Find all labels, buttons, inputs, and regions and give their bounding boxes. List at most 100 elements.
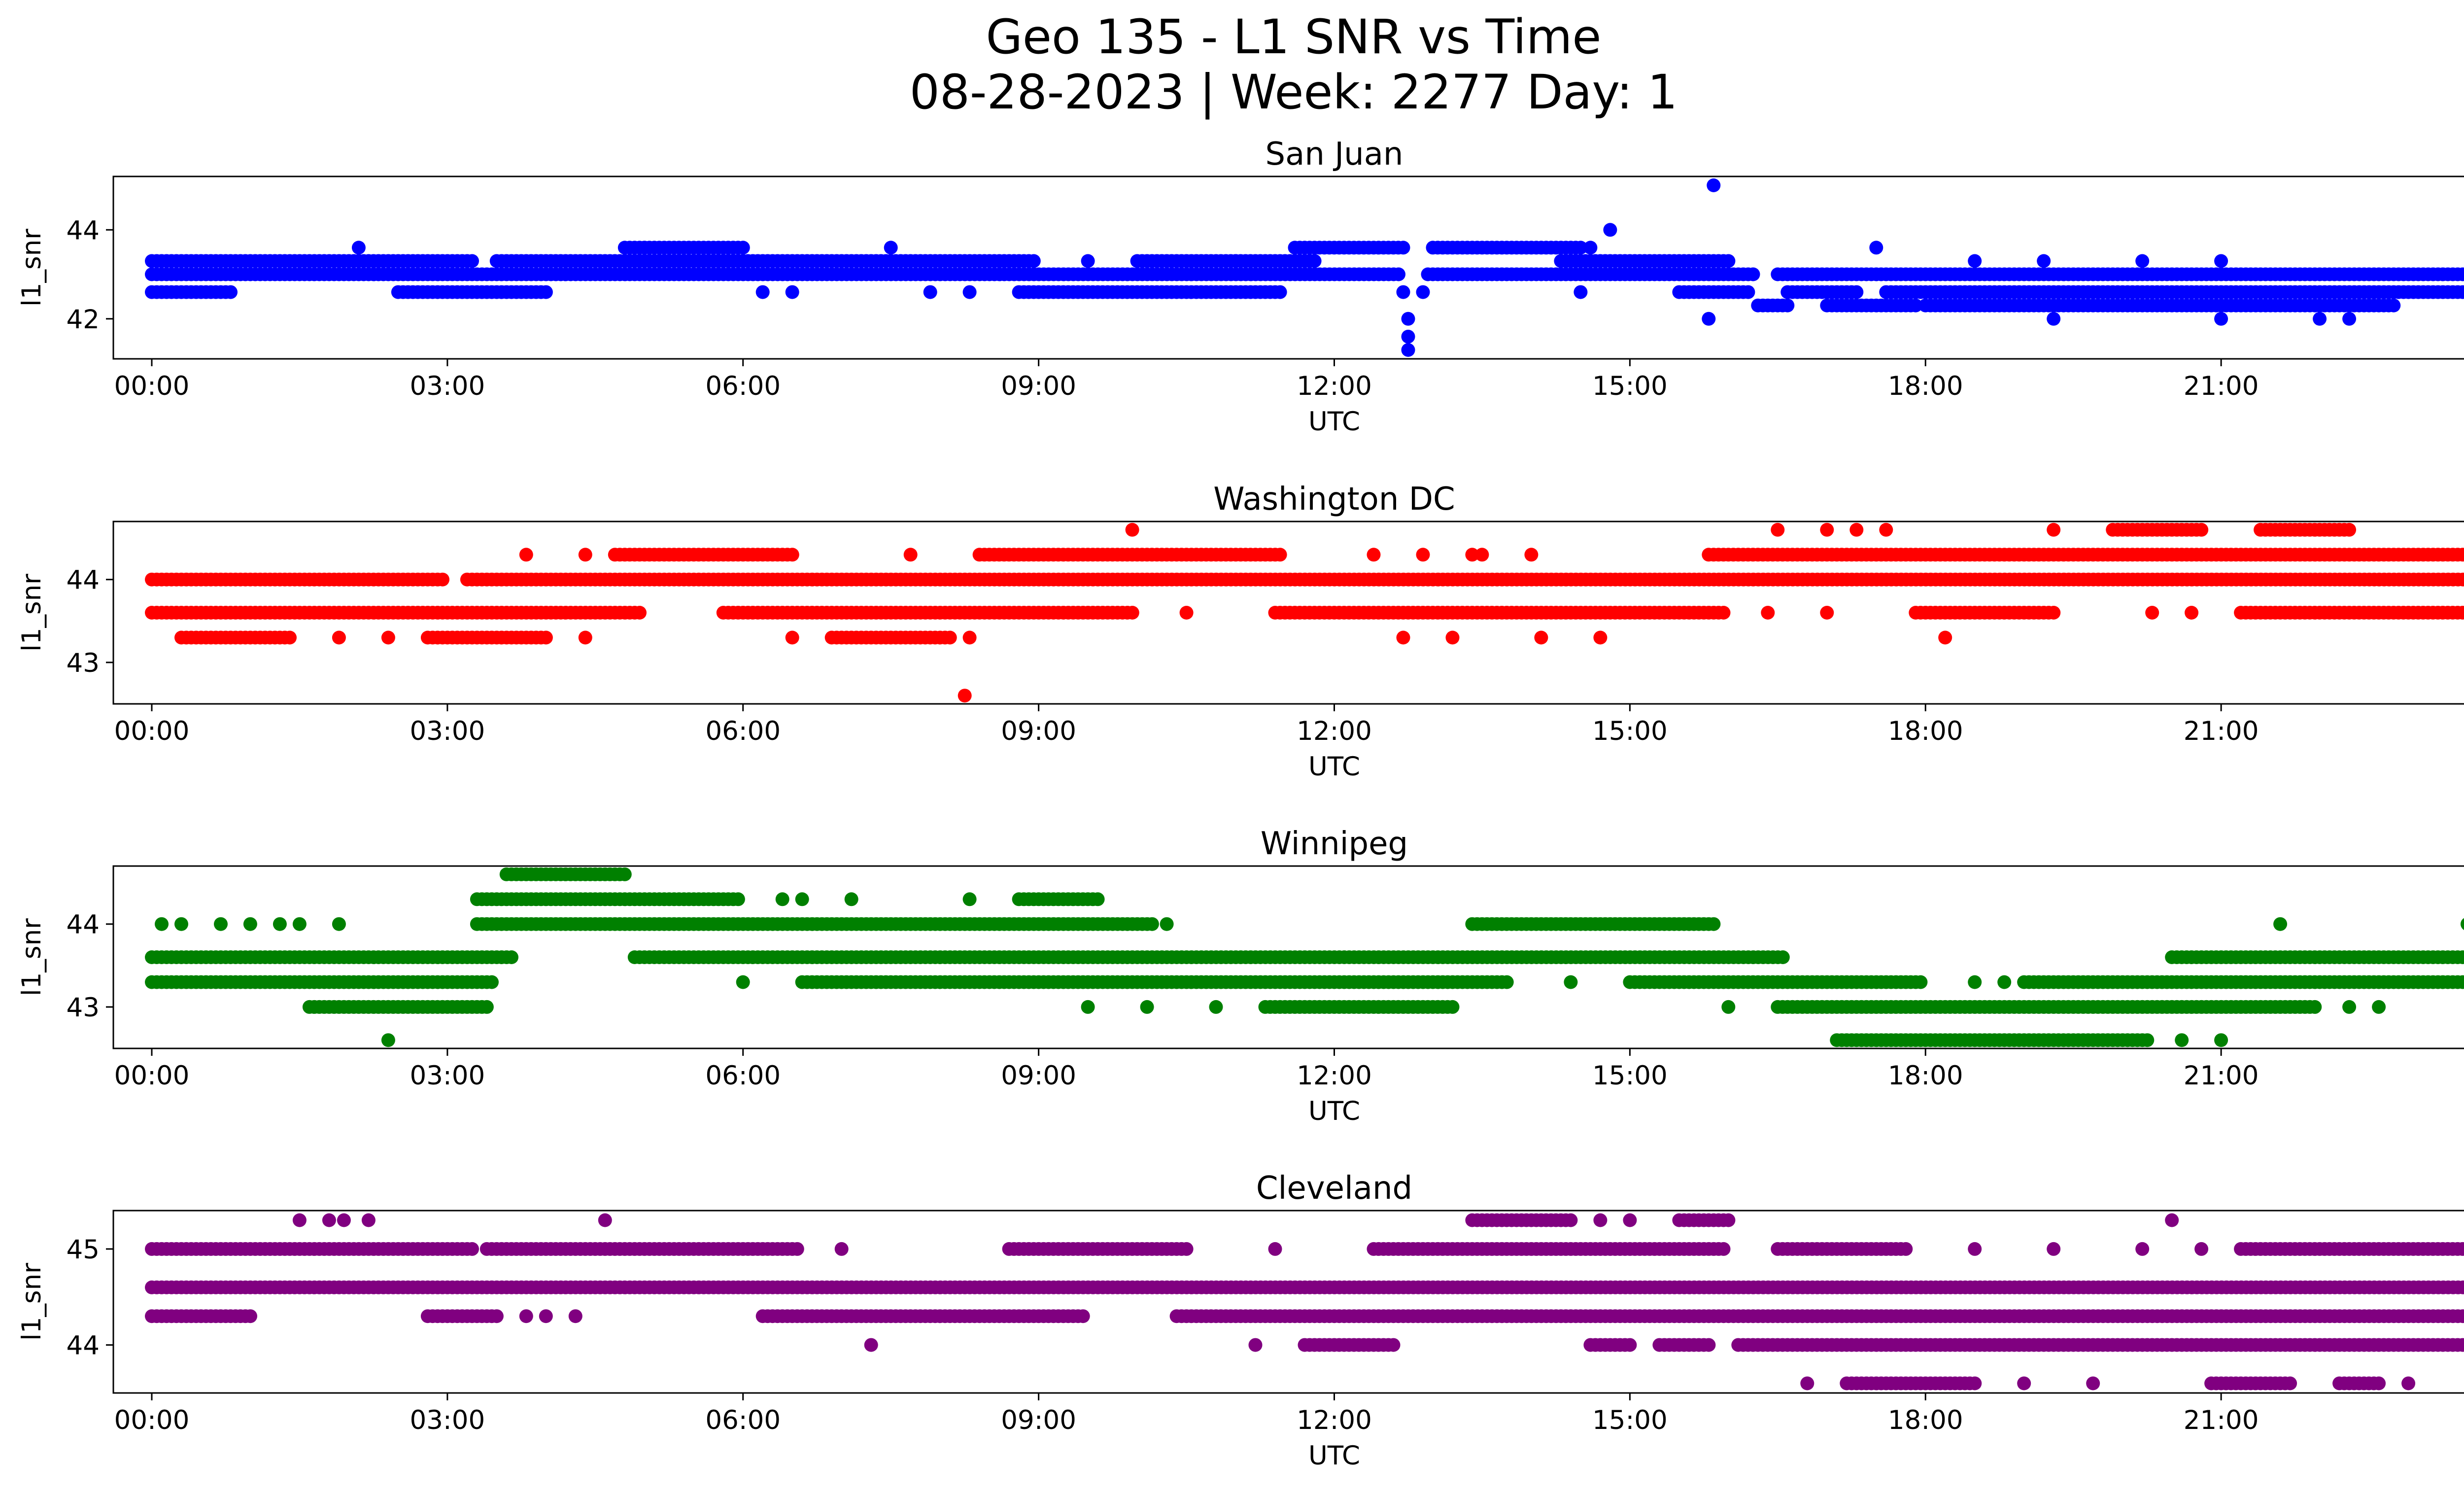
data-point [2342, 1000, 2357, 1014]
x-tick-label: 21:00 [2184, 371, 2259, 401]
data-point [1209, 1000, 1223, 1014]
data-point [2037, 254, 2051, 268]
data-point [2308, 1000, 2322, 1014]
data-point [884, 241, 898, 255]
data-point [1027, 254, 1041, 268]
data-point [1771, 522, 1785, 537]
scatter-points [145, 522, 2464, 703]
x-tick-label: 21:00 [2184, 716, 2259, 746]
data-point [2461, 574, 2464, 586]
data-point [155, 917, 169, 931]
data-point [2372, 1000, 2386, 1014]
data-point [1702, 312, 1716, 326]
data-point [1776, 950, 1790, 964]
y-tick-label: 44 [67, 565, 100, 595]
y-tick-label: 44 [67, 215, 100, 245]
data-point [962, 285, 977, 299]
data-point [2461, 976, 2464, 988]
data-point [436, 572, 449, 587]
data-point [1125, 522, 1139, 537]
x-tick-label: 00:00 [114, 371, 190, 401]
data-point [844, 892, 858, 906]
data-point [2047, 606, 2061, 620]
data-point [2461, 1282, 2464, 1293]
data-point [1707, 178, 1721, 192]
data-point [1707, 917, 1721, 931]
y-axis-label: l1_snr [17, 918, 47, 996]
y-tick-label: 42 [67, 305, 100, 335]
data-point [1273, 285, 1287, 299]
figure-title-line1: Geo 135 - L1 SNR vs Time [986, 9, 1602, 65]
data-point [2214, 254, 2228, 268]
data-point [1140, 1000, 1154, 1014]
data-point [1997, 975, 2012, 989]
x-tick-label: 06:00 [705, 1061, 781, 1091]
data-point [465, 1242, 479, 1256]
data-point [1849, 285, 1864, 299]
data-point [2461, 549, 2464, 561]
data-point [2135, 254, 2150, 268]
data-point [1574, 241, 1588, 255]
data-point [1583, 241, 1598, 255]
data-point [1445, 630, 1460, 645]
data-point [1273, 548, 1287, 562]
data-point [1401, 329, 1415, 344]
x-tick-label: 15:00 [1592, 1061, 1668, 1091]
data-point [1761, 606, 1775, 620]
x-axis-label: UTC [1308, 752, 1360, 782]
data-point [1879, 522, 1893, 537]
data-point [1401, 343, 1415, 357]
data-point [465, 254, 479, 268]
data-point [351, 241, 366, 255]
subplot-title: San Juan [1266, 136, 1403, 173]
x-tick-label: 00:00 [114, 716, 190, 746]
data-point [637, 241, 651, 255]
data-point [785, 285, 799, 299]
data-point [332, 630, 346, 645]
y-axis-label: l1_snr [17, 229, 47, 307]
data-point [2185, 606, 2199, 620]
data-point [1401, 312, 1415, 326]
x-tick-label: 00:00 [114, 1061, 190, 1091]
data-point [1416, 285, 1430, 299]
data-point [958, 689, 972, 703]
data-point [1160, 917, 1174, 931]
data-point [2047, 312, 2061, 326]
data-point [2342, 312, 2357, 326]
data-point [2214, 1033, 2228, 1047]
data-point [1229, 254, 1243, 268]
data-point [2214, 312, 2228, 326]
subplot-title: Winnipeg [1261, 826, 1408, 862]
data-point [2461, 1310, 2464, 1322]
data-point [214, 917, 228, 931]
data-point [1716, 606, 1731, 620]
data-point [1367, 548, 1381, 562]
y-tick-label: 43 [67, 648, 100, 678]
data-point [2461, 951, 2464, 964]
data-point [962, 630, 977, 645]
data-point [2461, 286, 2464, 298]
data-point [633, 606, 647, 620]
data-point [943, 630, 957, 645]
data-point [381, 630, 395, 645]
x-tick-label: 18:00 [1888, 1061, 1963, 1091]
data-point [790, 1242, 804, 1256]
subplot-title: Washington DC [1213, 481, 1455, 518]
data-point [785, 630, 799, 645]
x-axis-label: UTC [1308, 407, 1360, 437]
data-point [1574, 285, 1588, 299]
data-point [1392, 267, 1405, 281]
data-point [775, 892, 789, 906]
x-tick-label: 06:00 [705, 371, 781, 401]
data-point [1500, 975, 1514, 989]
data-point [731, 892, 745, 906]
data-point [2461, 918, 2464, 930]
data-point [1396, 241, 1410, 255]
data-point [539, 285, 553, 299]
data-point [292, 917, 307, 931]
data-point [519, 548, 533, 562]
data-point [283, 630, 297, 645]
